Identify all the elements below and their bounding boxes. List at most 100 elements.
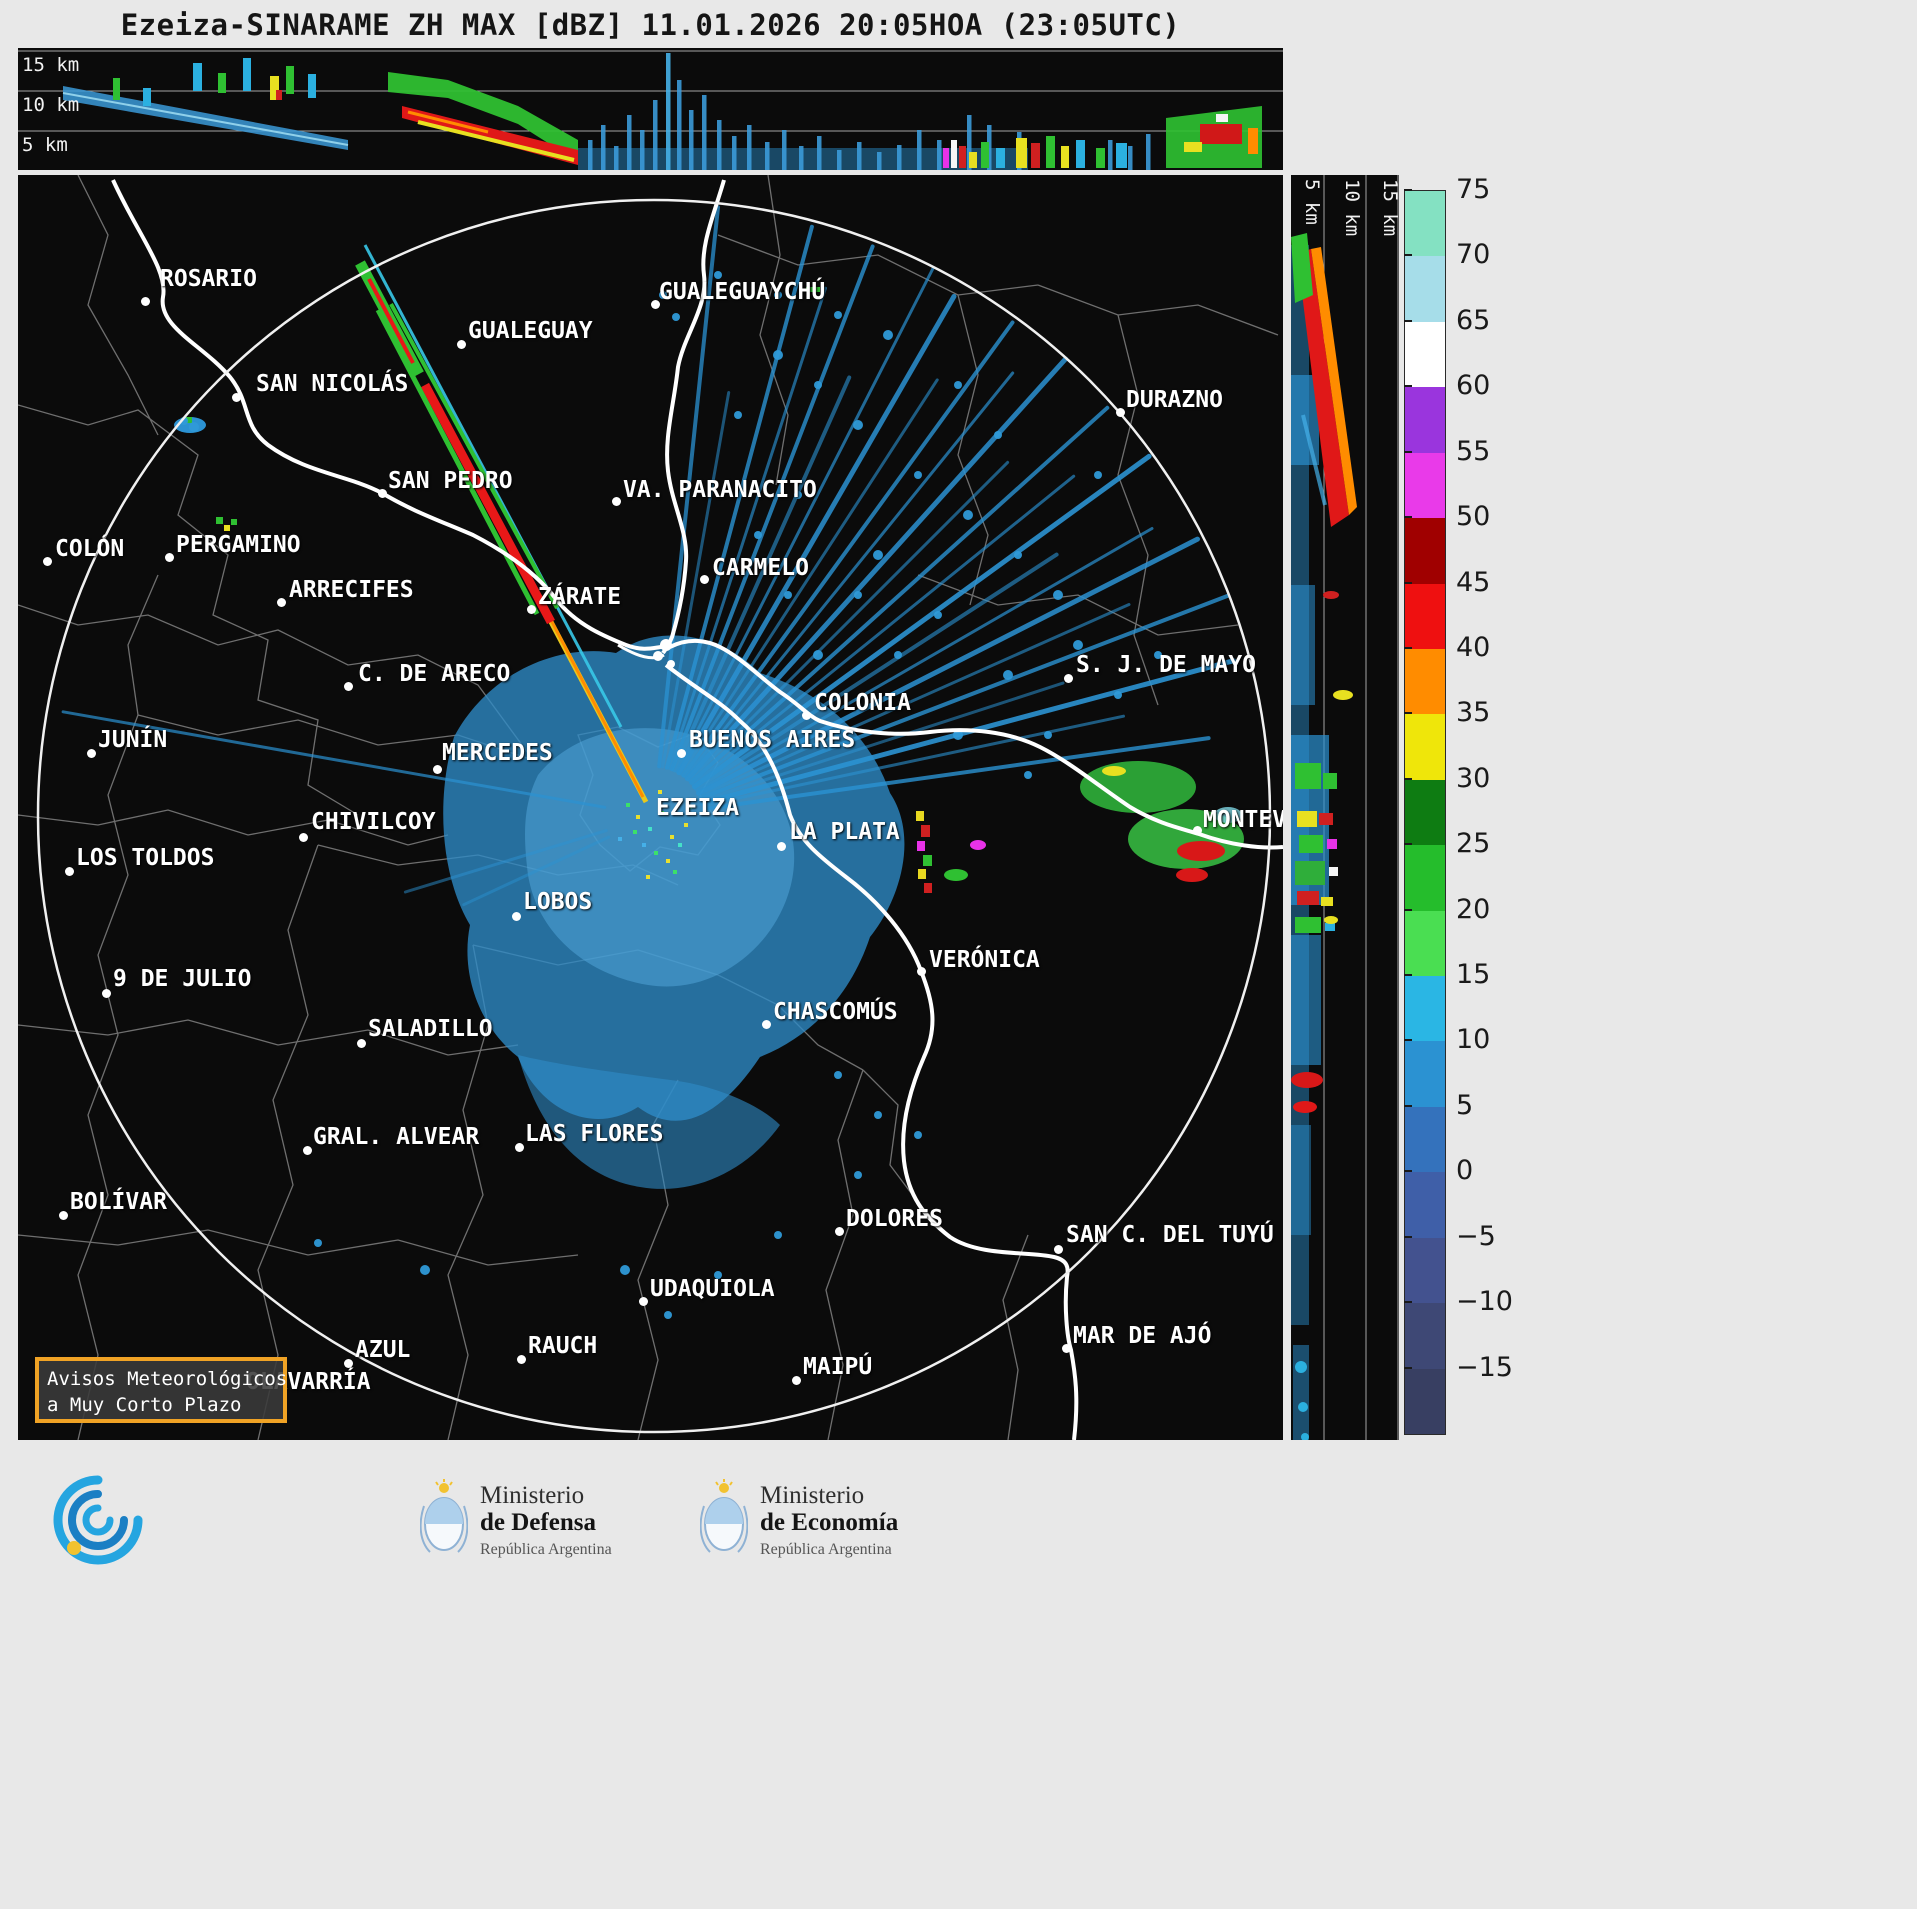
city-label-va-paranacito: VA. PARANACITO <box>623 477 817 503</box>
colorbar-tickmark <box>1404 843 1412 846</box>
city-label-azul: AZUL <box>355 1337 411 1363</box>
echo-dot <box>874 1111 882 1119</box>
colorbar-tick-70: 70 <box>1456 239 1491 271</box>
beam-spoke <box>698 593 1231 801</box>
colorbar-tickmark <box>1404 1366 1412 1369</box>
cross-section-column <box>627 115 632 170</box>
city-dot-san-c-del-tuy- <box>1054 1245 1063 1254</box>
echo-dot <box>873 550 883 560</box>
top-cross-section-panel: 15 km 10 km 5 km <box>18 48 1283 170</box>
city-dot-rosario <box>141 297 150 306</box>
colorbar-tickmark <box>1404 974 1412 977</box>
city-label-arrecifes: ARRECIFES <box>289 577 414 603</box>
city-dot-col-n <box>43 557 52 566</box>
altitude-label-5km: 5 km <box>22 134 68 156</box>
economia-coat-of-arms-icon <box>700 1479 748 1553</box>
city-label-buenos-aires: BUENOS AIRES <box>689 727 856 753</box>
beam-spoke <box>661 391 731 769</box>
echo-dot <box>883 330 893 340</box>
colorbar-segment-13 <box>1405 1041 1445 1107</box>
echo-dot <box>659 291 667 299</box>
short-term-warnings-box[interactable]: Avisos Meteorológicos a Muy Corto Plazo <box>35 1357 287 1423</box>
colorbar-tick-35: 35 <box>1456 697 1491 729</box>
colorbar-tick-20: 20 <box>1456 893 1491 925</box>
beam-spoke <box>657 205 720 769</box>
city-dot-mercedes <box>433 765 442 774</box>
city-dot-dolores <box>835 1227 844 1236</box>
scattered-echo-dots <box>180 271 1162 1319</box>
city-label-gral-alvear: GRAL. ALVEAR <box>313 1124 480 1150</box>
cross-section-column <box>1146 134 1151 170</box>
beam-spoke <box>695 527 1154 793</box>
city-label-los-toldos: LOS TOLDOS <box>76 845 215 871</box>
colorbar-segment-6 <box>1405 583 1445 649</box>
beam-spoke <box>462 835 611 907</box>
colorbar-tick-40: 40 <box>1456 631 1491 663</box>
beam-spoke <box>676 293 957 776</box>
radar-map-panel: ROSARIO GUALEGUAYCHÚ GUALEGUAY SAN NICOLÁS D… <box>18 175 1283 1440</box>
colorbar-tick-0: 0 <box>1456 1155 1474 1187</box>
clutter-speckle <box>666 859 670 863</box>
smn-logo-icon <box>53 1475 143 1565</box>
clutter-speckle <box>633 830 637 834</box>
cross-section-column <box>689 110 694 170</box>
cross-section-column <box>732 136 737 170</box>
colorbar-segment-17 <box>1405 1303 1445 1369</box>
cross-section-column <box>717 120 722 170</box>
echo-dot <box>1014 551 1022 559</box>
beam-spoke <box>684 371 1015 779</box>
clutter-speckle <box>648 827 652 831</box>
notice-line-2: a Muy Corto Plazo <box>47 1394 242 1416</box>
beam-spoke <box>681 320 1015 778</box>
city-dot-san-pedro <box>378 489 387 498</box>
city-dot-9-de-julio <box>102 989 111 998</box>
echo-dot <box>714 1271 722 1279</box>
city-dot-va-paranacito <box>612 497 621 506</box>
echo-dot <box>314 1239 322 1247</box>
colorbar-tickmark <box>1404 646 1412 649</box>
echo-dot <box>994 431 1002 439</box>
city-dot-jun-n <box>87 749 96 758</box>
echo-dot <box>914 1131 922 1139</box>
city-dot-carmelo <box>700 575 709 584</box>
echo-dot <box>420 1265 430 1275</box>
city-dot-z-rate <box>527 605 536 614</box>
clutter-speckle <box>642 843 646 847</box>
colorbar-tick-50: 50 <box>1456 501 1491 533</box>
clutter-speckle <box>673 870 677 874</box>
echo-dot <box>953 730 963 740</box>
echo-dot <box>1053 590 1063 600</box>
echo-dot <box>1094 471 1102 479</box>
altitude-label-10km-right: 10 km <box>1341 179 1363 237</box>
echo-dot <box>1154 651 1162 659</box>
cross-section-column <box>877 152 882 170</box>
beam-spoke <box>693 552 1059 791</box>
colorbar-tickmark <box>1404 189 1412 191</box>
cross-section-column <box>937 140 942 170</box>
colorbar-tick-−5: −5 <box>1456 1220 1496 1252</box>
colorbar-tickmark <box>1404 581 1412 584</box>
city-labels-layer: ROSARIO GUALEGUAYCHÚ GUALEGUAY SAN NICOLÁS D… <box>18 175 1283 1440</box>
city-label-san-c-del-tuy-: SAN C. DEL TUYÚ <box>1066 1222 1274 1248</box>
city-dot-montevideo <box>1193 826 1202 835</box>
cross-section-column <box>747 125 752 170</box>
top-cross-section-echoes <box>18 50 1283 170</box>
echo-dot <box>784 591 792 599</box>
colorbar-segment-0 <box>1405 191 1445 257</box>
echo-dot <box>813 650 823 660</box>
cross-section-column <box>1128 146 1133 170</box>
clutter-speckle <box>654 851 658 855</box>
colorbar-segment-3 <box>1405 387 1445 453</box>
range-ring <box>36 198 1272 1434</box>
altitude-gridlines <box>18 50 1283 132</box>
clutter-speckle <box>684 823 688 827</box>
city-label-saladillo: SALADILLO <box>368 1016 493 1042</box>
city-dot-colonia <box>802 711 811 720</box>
cross-section-column <box>857 142 862 170</box>
colorbar-segment-12 <box>1405 976 1445 1042</box>
colorbar-tickmark <box>1404 777 1412 780</box>
city-dot-gualeguaych- <box>651 300 660 309</box>
cross-section-column <box>614 146 619 170</box>
colorbar-tickmark <box>1404 1235 1412 1238</box>
